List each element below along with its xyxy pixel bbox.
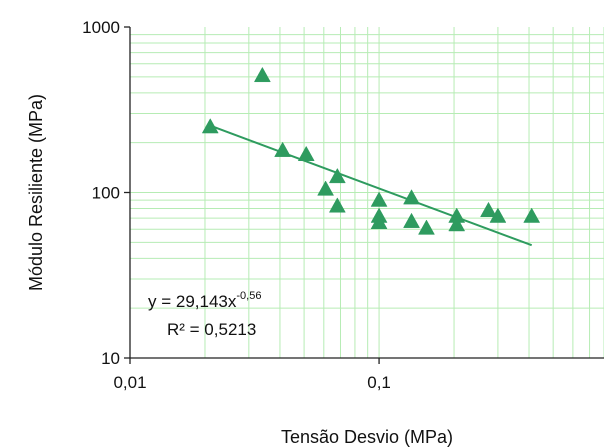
y-tick-label: 100: [92, 184, 120, 203]
trendline-equation-base: y = 29,143x: [148, 292, 237, 311]
labels: 10 100 1000 0,01 0,1 Tensão Desvio (MPa) Módul…: [26, 18, 453, 447]
data-point: [274, 141, 292, 157]
trendline-group: [209, 124, 533, 247]
data-point: [297, 145, 315, 162]
y-tick-label: 10: [101, 349, 120, 368]
x-tick-label: 0,1: [367, 373, 391, 392]
data-point: [201, 118, 219, 134]
x-tick-label: 0,01: [113, 373, 146, 392]
trendline-equation: y = 29,143x-0,56: [148, 290, 261, 311]
data-point: [370, 213, 388, 230]
data-points: [201, 66, 541, 235]
data-point: [328, 197, 346, 213]
trendline-r-squared: R² = 0,5213: [167, 320, 256, 339]
data-point: [370, 191, 388, 207]
data-point: [328, 167, 346, 184]
data-point: [418, 219, 435, 235]
y-axis-title: Módulo Resiliente (MPa): [26, 94, 46, 291]
data-point: [480, 201, 497, 218]
data-point: [448, 216, 466, 232]
data-point: [403, 212, 420, 228]
data-point: [253, 66, 271, 83]
data-point: [489, 207, 507, 223]
data-point: [523, 207, 541, 223]
trendline: [209, 124, 533, 247]
axes: [124, 26, 604, 364]
y-tick-label: 1000: [82, 18, 120, 37]
x-axis-title: Tensão Desvio (MPa): [281, 427, 453, 447]
data-point: [317, 180, 335, 196]
trendline-equation-exponent: -0,56: [236, 290, 261, 302]
data-point: [403, 189, 420, 205]
grid: [130, 27, 604, 358]
